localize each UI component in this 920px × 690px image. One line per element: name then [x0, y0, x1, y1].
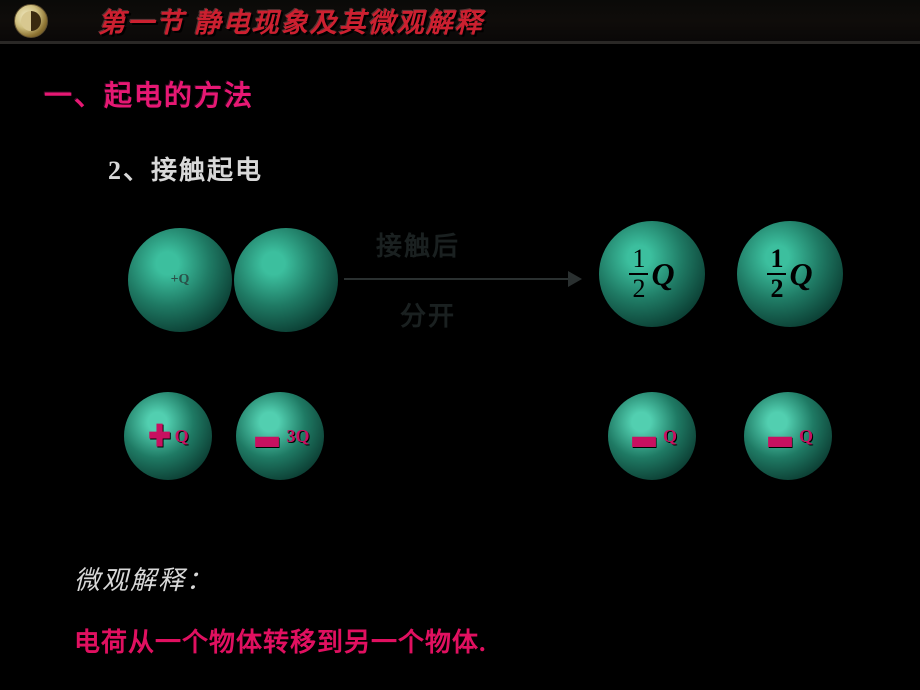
sphere — [234, 228, 338, 332]
subsection-title: 2、接触起电 — [108, 150, 263, 187]
arrow-shaft — [344, 278, 570, 280]
plus-icon: ✚ — [149, 419, 172, 454]
sphere: ▬Q — [608, 392, 696, 480]
slide-title: 第一节 静电现象及其微观解释 — [98, 1, 484, 40]
sphere: 12Q — [737, 221, 843, 327]
fraction-label: 12Q — [629, 246, 674, 302]
sphere-charge-label: ✚Q — [147, 419, 188, 454]
charge-value: 3Q — [286, 426, 309, 447]
micro-explanation-label: 微观解释： — [74, 560, 214, 597]
sphere: +Q — [128, 228, 232, 332]
charge-value: Q — [175, 426, 189, 447]
sphere-charge-label: ▬Q — [763, 417, 813, 456]
sphere: ▬Q — [744, 392, 832, 480]
section-title: 一、起电的方法 — [44, 74, 254, 114]
arrow-head-icon — [568, 271, 582, 287]
sphere: ▬ 3Q — [236, 392, 324, 480]
minus-icon: ▬ — [632, 417, 656, 456]
arrow-label-bottom: 分开 — [400, 296, 456, 333]
sphere-charge-label: ▬ 3Q — [250, 417, 309, 456]
minus-icon: ▬ — [768, 417, 792, 456]
fraction-label: 12Q — [767, 246, 812, 302]
sphere: 12Q — [599, 221, 705, 327]
yin-yang-inner — [21, 11, 41, 31]
minus-icon: ▬ — [256, 417, 280, 456]
sphere-label: +Q — [171, 272, 190, 288]
arrow-label-top: 接触后 — [376, 226, 460, 263]
micro-explanation-text: 电荷从一个物体转移到另一个物体. — [74, 622, 487, 659]
yin-yang-icon — [14, 4, 48, 38]
charge-value: Q — [799, 426, 813, 447]
charge-value: Q — [663, 426, 677, 447]
sphere: ✚Q — [124, 392, 212, 480]
header-bar: 第一节 静电现象及其微观解释 — [0, 0, 920, 44]
sphere-charge-label: ▬Q — [627, 417, 677, 456]
